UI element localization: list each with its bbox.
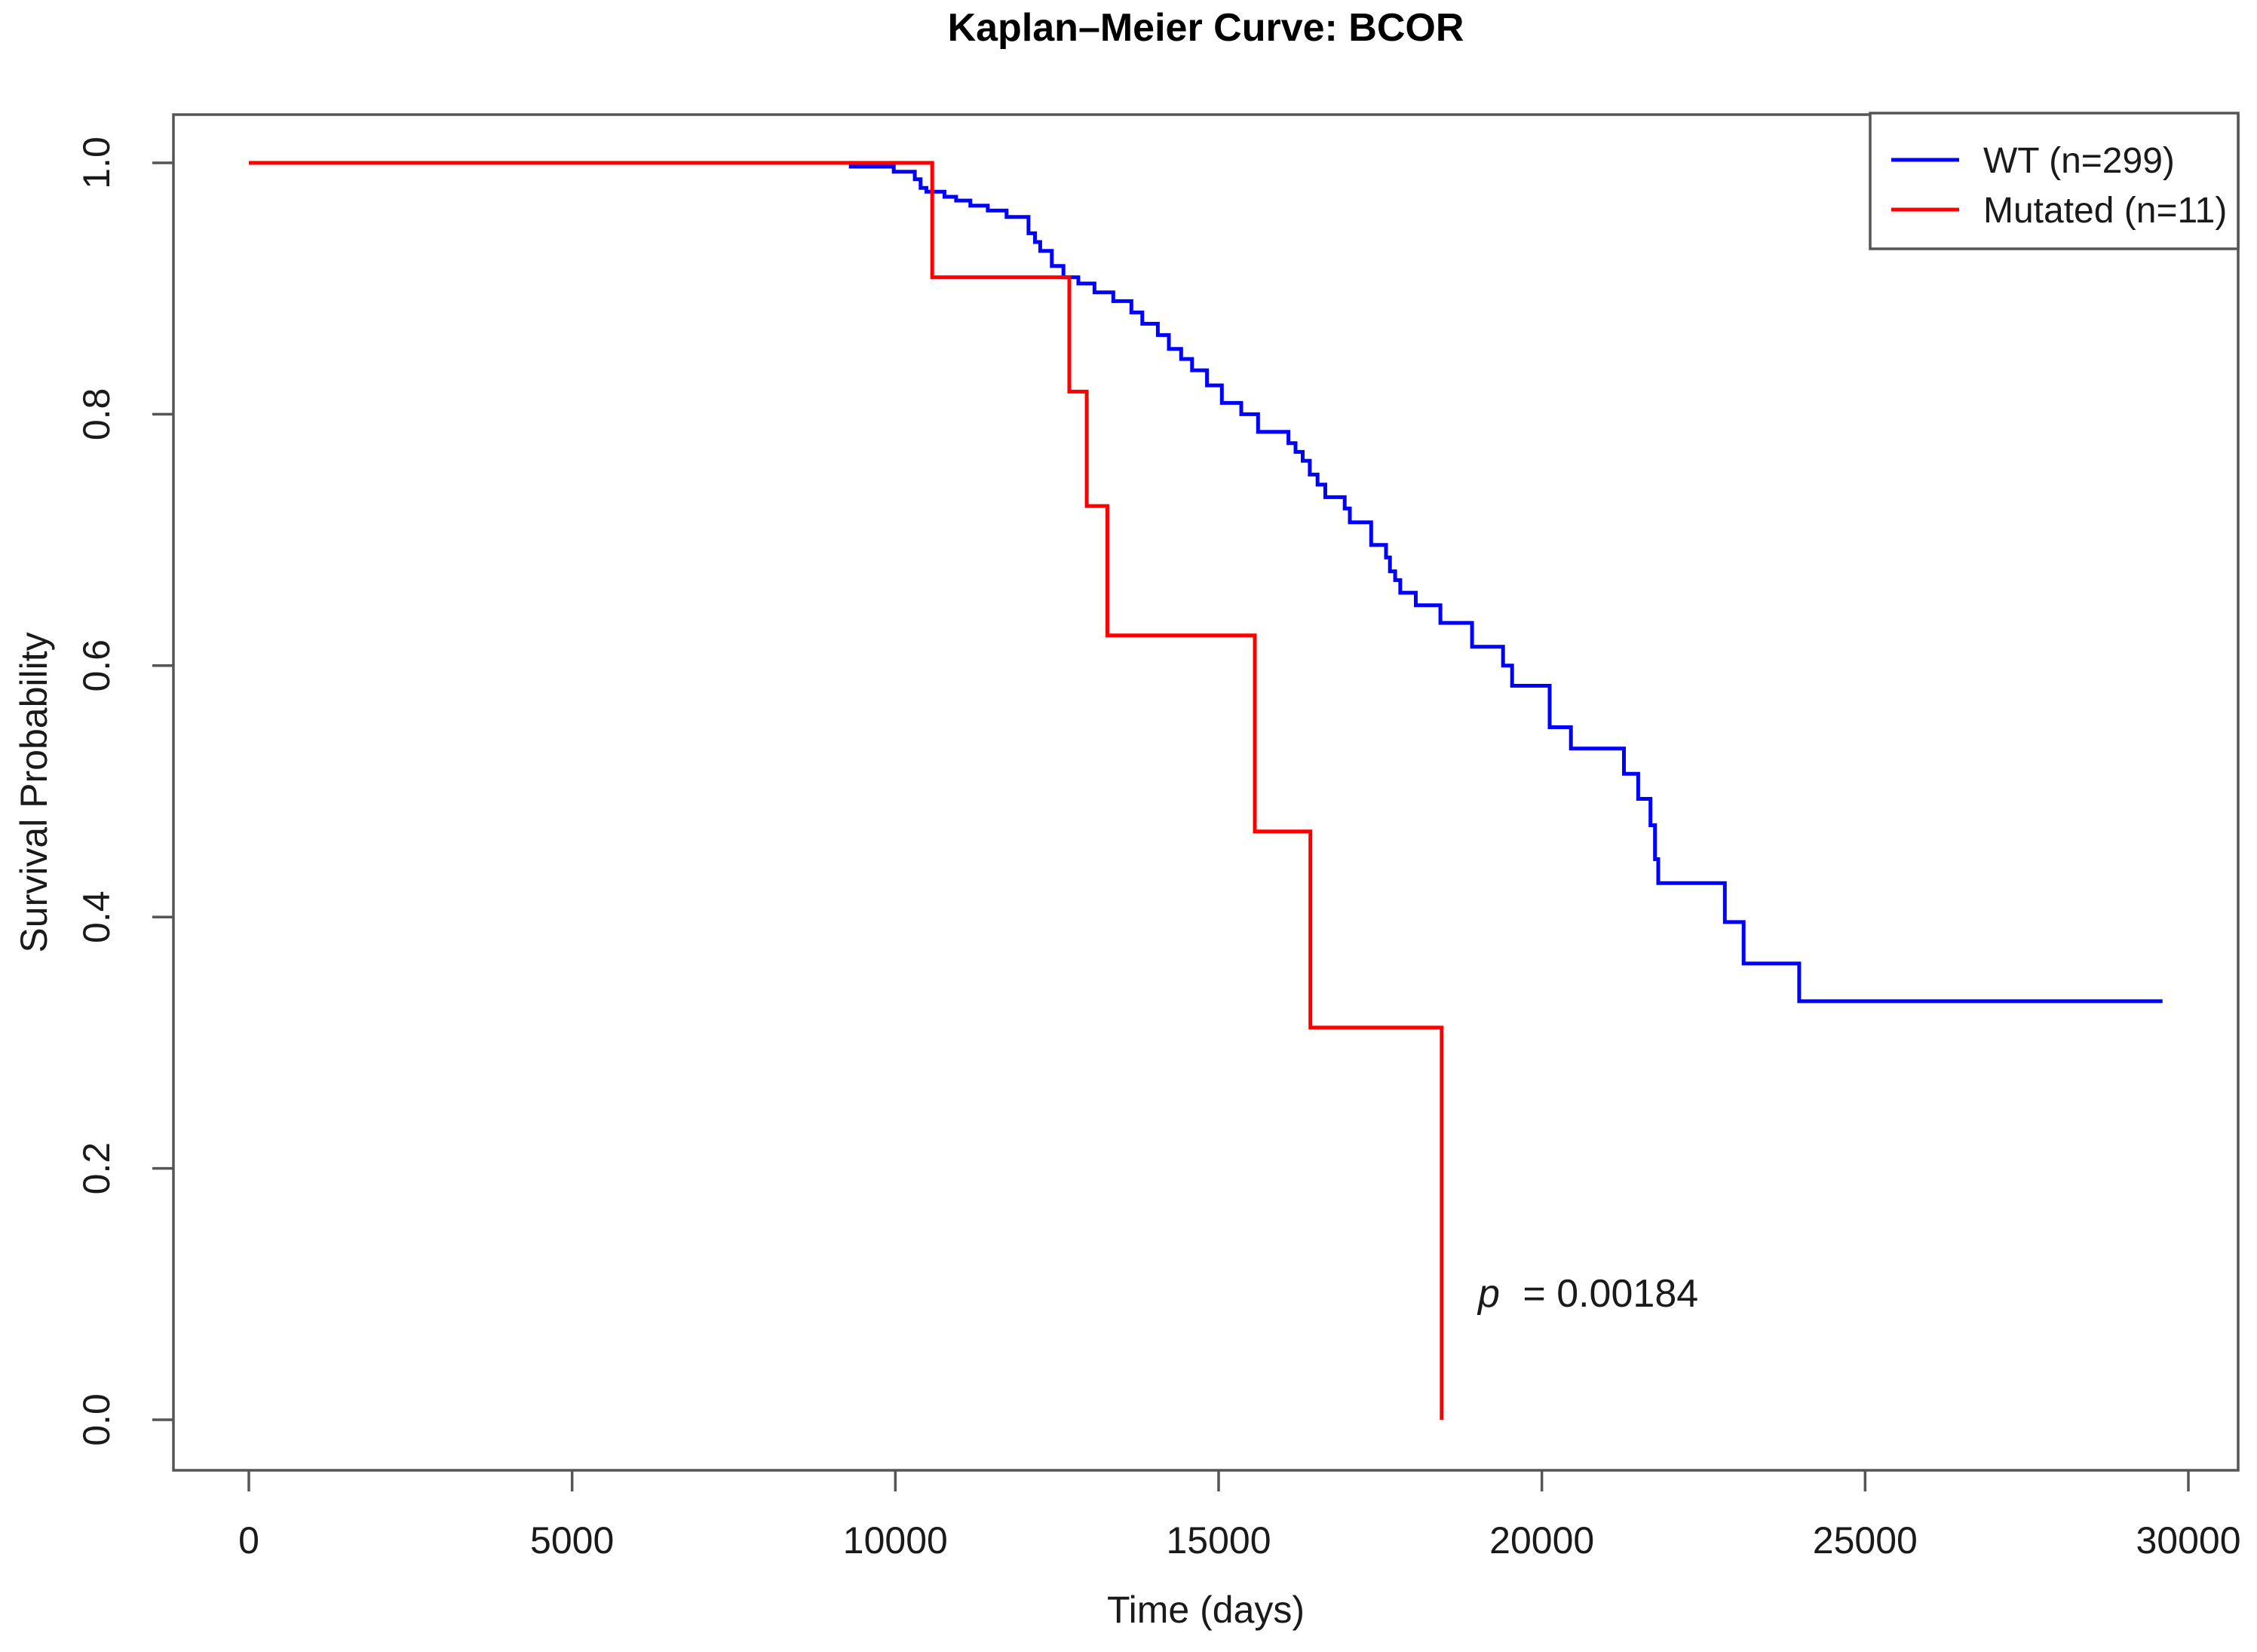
y-axis: 0.0 0.2 0.4 0.6 0.8 1.0 [75,136,173,1446]
survival-curves [249,161,2163,1420]
plot-frame [172,113,2240,1472]
legend-box [1869,112,2240,250]
survival-curve-mutated [249,161,1444,1420]
x-tick-label: 0 [238,1519,259,1562]
y-tick-label: 0.8 [75,388,118,441]
chart-title: Kaplan–Meier Curve: BCOR [948,6,1464,50]
x-tick-label: 20000 [1489,1519,1594,1562]
x-tick-label: 5000 [530,1519,614,1562]
p-value-annotation: p = 0.00184 [1477,1272,1698,1316]
legend-label-wt: WT (n=299) [1983,141,2175,181]
x-axis: 0 5000 10000 15000 20000 25000 30000 [238,1470,2241,1562]
y-tick-label: 0.0 [75,1393,118,1446]
y-tick-label: 1.0 [75,136,118,189]
p-value: = 0.00184 [1523,1272,1698,1316]
y-tick-label: 0.2 [75,1142,118,1195]
x-tick-label: 25000 [1813,1519,1918,1562]
y-tick-label: 0.4 [75,890,118,943]
y-axis-title: Survival Probability [13,632,55,952]
survival-curve-wt [249,161,2163,1004]
legend: WT (n=299) Mutated (n=11) [1869,112,2240,250]
y-tick-label: 0.6 [75,639,118,692]
x-axis-title: Time (days) [1107,1589,1305,1631]
x-tick-label: 30000 [2136,1519,2240,1562]
p-symbol: p [1477,1272,1500,1316]
legend-label-mutated: Mutated (n=11) [1983,191,2227,231]
x-tick-label: 15000 [1166,1519,1271,1562]
x-tick-label: 10000 [843,1519,948,1562]
